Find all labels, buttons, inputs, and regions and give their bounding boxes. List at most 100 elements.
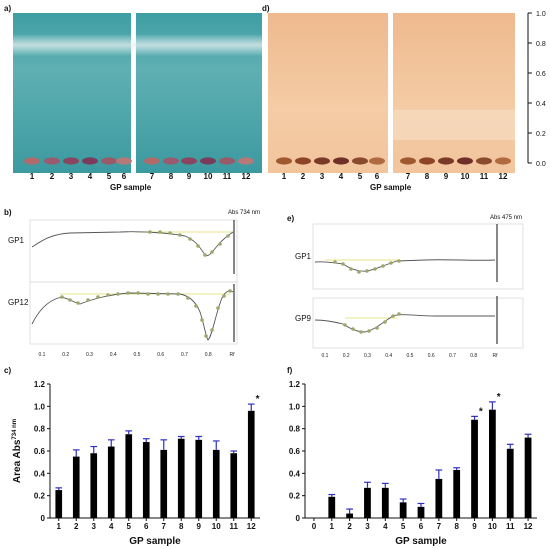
significance-marker: * bbox=[497, 392, 501, 403]
y-axis-title: Area Abs734 nm bbox=[12, 419, 23, 483]
densitogram-x-tick: 0.2 bbox=[343, 353, 350, 359]
tlc-spot bbox=[200, 157, 216, 165]
rf-tick-label: 0.0 bbox=[536, 161, 546, 168]
tlc-spot bbox=[369, 157, 385, 165]
panel-c-letter: c) bbox=[4, 366, 12, 375]
x-tick-label: 2 bbox=[347, 522, 352, 531]
densitogram-x-tick: 0.3 bbox=[364, 353, 371, 359]
bar bbox=[346, 513, 354, 518]
bar-chart-c: 00.20.40.60.81.01.21 2 3 4 5 6 7 8 9 10 11 12*GP sa… bbox=[12, 380, 260, 547]
tlc-spot bbox=[82, 157, 98, 165]
x-tick-label: 10 bbox=[212, 522, 221, 531]
densitogram-e-track2-frame bbox=[312, 297, 524, 349]
lane-label: 1 bbox=[29, 172, 35, 181]
plate-a-solvent-front bbox=[13, 34, 262, 56]
densitogram-b-track2-label: GP12 bbox=[8, 298, 29, 307]
densitogram-x-tick: 0.4 bbox=[110, 352, 117, 358]
bar bbox=[381, 487, 389, 518]
bar bbox=[328, 496, 336, 518]
rf-tick-label: 0.4 bbox=[536, 101, 546, 108]
tlc-spot bbox=[333, 157, 349, 165]
densitogram-x-tick: 0.2 bbox=[62, 352, 69, 358]
y-tick-label: 0.6 bbox=[289, 447, 301, 456]
lane-label: 5 bbox=[106, 172, 112, 181]
y-tick-label: 0.8 bbox=[289, 425, 301, 434]
tlc-spot bbox=[419, 157, 435, 165]
peak-markers-b1 bbox=[148, 230, 230, 257]
densitogram-x-tick: 0.3 bbox=[86, 352, 93, 358]
lane-label: 2 bbox=[300, 172, 306, 181]
plate-a-xlabel: GP sample bbox=[110, 183, 152, 192]
tlc-spot bbox=[44, 157, 60, 165]
bar bbox=[160, 449, 168, 518]
tlc-spot bbox=[63, 157, 79, 165]
x-tick-label: 11 bbox=[230, 522, 239, 531]
x-axis-title: GP sample bbox=[129, 536, 181, 547]
y-tick-label: 1.0 bbox=[34, 402, 46, 411]
peak-markers-e1 bbox=[333, 259, 401, 274]
x-tick-label: 4 bbox=[383, 522, 388, 531]
lane-label: 9 bbox=[186, 172, 192, 181]
plate-d-left bbox=[268, 13, 388, 173]
x-tick-label: 8 bbox=[454, 522, 459, 531]
densitogram-x-tick: 0.7 bbox=[449, 353, 456, 359]
lane-label: 5 bbox=[357, 172, 363, 181]
tlc-spot bbox=[116, 157, 132, 165]
lane-label: 12 bbox=[241, 172, 251, 181]
y-tick-label: 0.2 bbox=[289, 492, 301, 501]
y-tick-label: 0.4 bbox=[34, 469, 46, 478]
bar bbox=[125, 434, 133, 518]
plate-d-xlabel: GP sample bbox=[370, 183, 412, 192]
tlc-spot bbox=[163, 157, 179, 165]
y-tick-label: 1.2 bbox=[34, 380, 46, 389]
lane-label: 8 bbox=[424, 172, 430, 181]
x-tick-label: 4 bbox=[109, 522, 114, 531]
lane-label: 7 bbox=[405, 172, 411, 181]
rf-tick-label: 1.0 bbox=[536, 11, 546, 18]
densitogram-x-tick: 0.6 bbox=[428, 353, 435, 359]
panel-e-letter: e) bbox=[287, 214, 295, 223]
tlc-spot bbox=[238, 157, 254, 165]
bar-chart-f: 00.20.40.60.81.01.20 1 2 3 4 5 6 7 8 9*10*11 12GP … bbox=[275, 380, 537, 547]
x-tick-label: 3 bbox=[365, 522, 370, 531]
x-tick-label: 12 bbox=[524, 522, 533, 531]
tlc-spot bbox=[219, 157, 235, 165]
x-tick-label: 7 bbox=[437, 522, 442, 531]
bar bbox=[230, 453, 238, 518]
tlc-spot bbox=[400, 157, 416, 165]
trace-e-gp9 bbox=[314, 314, 495, 333]
bar bbox=[417, 506, 425, 518]
densitogram-x-tick: 0.8 bbox=[205, 352, 212, 358]
densitogram-b-track2-frame bbox=[29, 281, 238, 345]
tlc-plate-d: 1.0 0.8 0.6 0.4 0.2 0.0 bbox=[268, 11, 546, 173]
bar bbox=[399, 502, 407, 518]
densitogram-e-x-ticks: 0.1 0.2 0.3 0.4 0.5 0.6 0.7 0.8 Rf bbox=[322, 353, 499, 359]
tlc-plate-a bbox=[13, 13, 262, 173]
bar bbox=[506, 448, 514, 518]
densitogram-b-x-ticks: 0.1 0.2 0.3 0.4 0.5 0.6 0.7 0.8 Rf bbox=[39, 352, 236, 358]
bar bbox=[55, 490, 63, 518]
tlc-spot bbox=[457, 157, 473, 165]
bar bbox=[90, 453, 98, 518]
y-tick-label: 1.2 bbox=[289, 380, 301, 389]
lane-label: 4 bbox=[338, 172, 344, 181]
densitogram-x-tick: 0.5 bbox=[407, 353, 414, 359]
lane-label: 8 bbox=[168, 172, 174, 181]
densitogram-x-tick: 0.1 bbox=[322, 353, 329, 359]
bar bbox=[247, 410, 255, 518]
y-tick-label: 0.6 bbox=[34, 447, 46, 456]
densitogram-x-tick: Rf bbox=[230, 352, 236, 358]
densitogram-x-tick: 0.8 bbox=[470, 353, 477, 359]
x-tick-label: 3 bbox=[92, 522, 97, 531]
rf-tick-label: 0.8 bbox=[536, 41, 546, 48]
bar bbox=[72, 456, 80, 518]
x-tick-label: 7 bbox=[162, 522, 167, 531]
tlc-spot bbox=[476, 157, 492, 165]
panel-a-letter: a) bbox=[4, 4, 12, 13]
densitogram-x-tick: 0.5 bbox=[134, 352, 141, 358]
peak-markers-b2 bbox=[60, 289, 232, 338]
lane-label: 9 bbox=[443, 172, 449, 181]
rf-tick-label: 0.6 bbox=[536, 71, 546, 78]
x-tick-label: 6 bbox=[419, 522, 424, 531]
bar bbox=[142, 442, 150, 518]
